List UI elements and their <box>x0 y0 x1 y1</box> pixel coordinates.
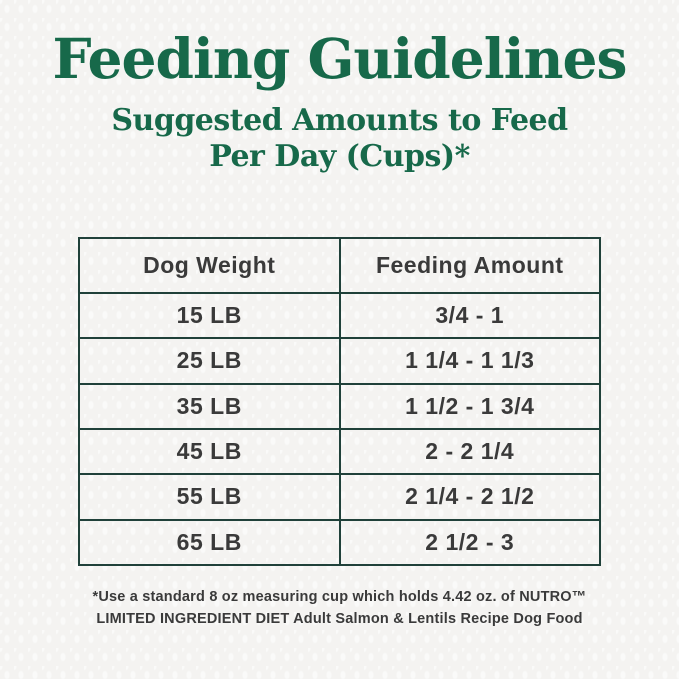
subtitle-line-1: Suggested Amounts to Feed <box>111 103 568 138</box>
header-feeding-amount: Feeding Amount <box>338 237 601 294</box>
feeding-amount-value: 2 - 2 1/4 <box>338 427 601 476</box>
footnote-line-1: *Use a standard 8 oz measuring cup which… <box>92 589 587 605</box>
dog-weight-value: 25 LB <box>78 337 341 385</box>
feeding-amount-value: 1 1/2 - 1 3/4 <box>338 382 601 430</box>
table-header-row: Dog Weight Feeding Amount <box>78 237 601 294</box>
feeding-amount-value: 2 1/4 - 2 1/2 <box>338 473 601 521</box>
dog-weight-value: 15 LB <box>78 291 341 340</box>
table-row: 45 LB 2 - 2 1/4 <box>78 427 601 476</box>
feeding-table-body: 15 LB 3/4 - 1 25 LB 1 1/4 - 1 1/3 35 LB … <box>78 291 601 567</box>
header-dog-weight: Dog Weight <box>78 237 341 294</box>
table-row: 15 LB 3/4 - 1 <box>78 291 601 340</box>
footnote-line-2: LIMITED INGREDIENT DIET Adult Salmon & L… <box>96 611 583 627</box>
table-row: 35 LB 1 1/2 - 1 3/4 <box>78 382 601 430</box>
dog-weight-value: 35 LB <box>78 382 341 430</box>
feeding-table-header: Dog Weight Feeding Amount <box>78 237 601 294</box>
feeding-amount-value: 2 1/2 - 3 <box>338 518 601 567</box>
table-row: 25 LB 1 1/4 - 1 1/3 <box>78 337 601 385</box>
table-row: 55 LB 2 1/4 - 2 1/2 <box>78 473 601 521</box>
subtitle-line-2: Per Day (Cups)* <box>209 139 470 174</box>
dog-weight-value: 65 LB <box>78 518 341 567</box>
dog-weight-value: 45 LB <box>78 427 341 476</box>
feeding-table: Dog Weight Feeding Amount 15 LB 3/4 - 1 … <box>78 237 601 567</box>
feeding-amount-value: 3/4 - 1 <box>338 291 601 340</box>
page-subtitle: Suggested Amounts to Feed Per Day (Cups)… <box>0 103 679 175</box>
feeding-amount-value: 1 1/4 - 1 1/3 <box>338 337 601 385</box>
dog-weight-value: 55 LB <box>78 473 341 521</box>
table-row: 65 LB 2 1/2 - 3 <box>78 518 601 567</box>
footnote: *Use a standard 8 oz measuring cup which… <box>40 586 639 630</box>
page-title: Feeding Guidelines <box>52 26 627 91</box>
